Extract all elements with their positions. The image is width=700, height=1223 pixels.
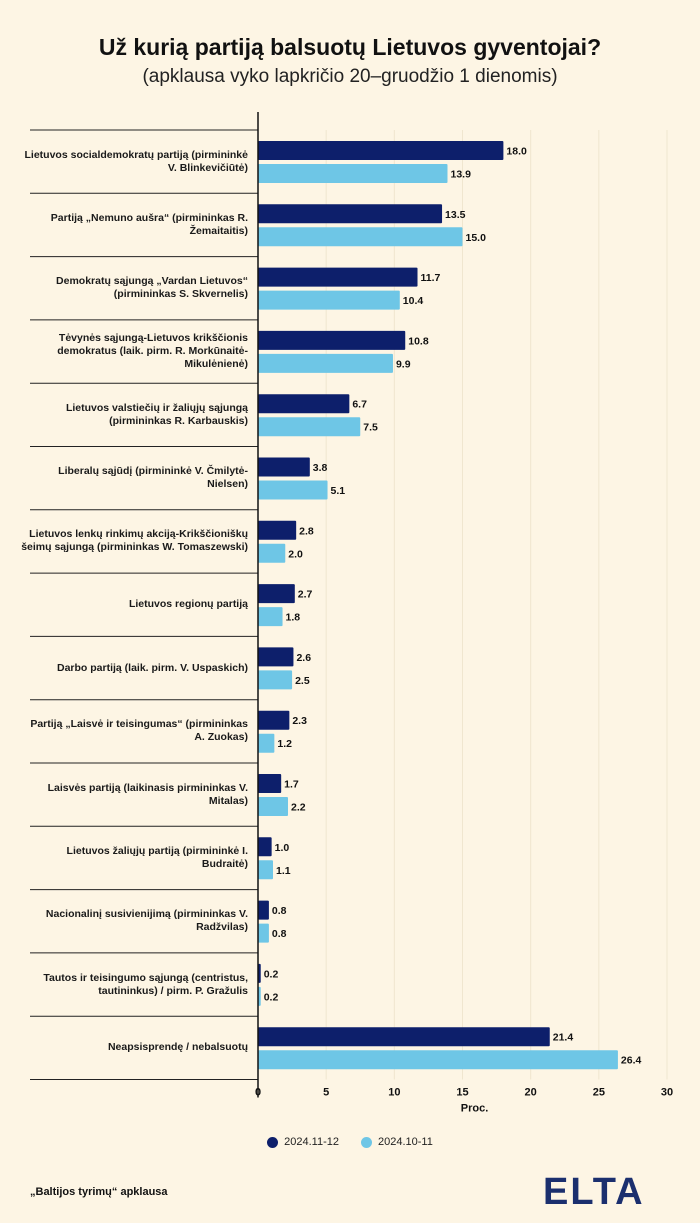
data-label-series-1: 1.7 bbox=[284, 779, 299, 791]
chart-subtitle: (apklausa vyko lapkričio 20–gruodžio 1 d… bbox=[142, 66, 558, 87]
data-label-series-1: 2.6 bbox=[296, 652, 311, 664]
bar-series-1 bbox=[258, 1027, 550, 1047]
legend-item-series-2: 2024.10-11 bbox=[361, 1136, 433, 1148]
data-label-series-2: 13.9 bbox=[451, 169, 472, 181]
category-label: Neapsisprendę / nebalsuotų bbox=[107, 1041, 248, 1054]
elta-logo: ELTA bbox=[543, 1171, 645, 1210]
data-label-series-1: 0.8 bbox=[272, 905, 287, 917]
bar-series-2 bbox=[258, 607, 283, 627]
category-label: Demokratų sąjungą „Vardan Lietuvos“ (pir… bbox=[56, 275, 248, 301]
data-label-series-1: 3.8 bbox=[313, 462, 328, 474]
data-label-series-1: 6.7 bbox=[352, 399, 367, 411]
data-label-series-2: 9.9 bbox=[396, 358, 411, 370]
legend-label-series-2: 2024.10-11 bbox=[378, 1136, 433, 1148]
category-label: Tėvynės sąjungą-Lietuvos krikščionis dem… bbox=[57, 332, 248, 371]
bar-series-1 bbox=[258, 141, 504, 160]
category-label: Lietuvos valstiečių ir žaliųjų sąjungą (… bbox=[65, 401, 248, 427]
bar-series-1 bbox=[258, 837, 272, 857]
bar-series-2 bbox=[258, 797, 288, 816]
bar-series-2 bbox=[258, 733, 275, 753]
chart-title: Už kurią partiją balsuotų Lietuvos gyven… bbox=[98, 34, 602, 60]
data-label-series-2: 2.0 bbox=[288, 548, 303, 560]
bar-series-1 bbox=[258, 584, 295, 604]
data-label-series-2: 2.2 bbox=[291, 802, 306, 814]
legend-swatch-series-2 bbox=[361, 1136, 372, 1148]
data-label-series-1: 11.7 bbox=[421, 272, 441, 284]
category-label: Darbo partiją (laik. pirm. V. Uspaskich) bbox=[56, 661, 248, 674]
x-axis-label: Proc. bbox=[461, 1103, 489, 1115]
data-label-series-1: 10.8 bbox=[408, 335, 429, 347]
x-tick-label: 30 bbox=[661, 1087, 673, 1099]
data-label-series-2: 7.5 bbox=[363, 422, 378, 434]
data-label-series-2: 0.8 bbox=[272, 928, 287, 940]
category-label: Lietuvos lenkų rinkimų akciją-Krikščioni… bbox=[21, 528, 248, 554]
bar-series-2 bbox=[258, 417, 361, 437]
data-label-series-1: 1.0 bbox=[275, 842, 290, 854]
bar-series-2 bbox=[258, 1050, 618, 1070]
category-label: Laisvės partiją (laikinasis pirmininkas … bbox=[47, 781, 248, 807]
bar-series-2 bbox=[258, 227, 463, 247]
data-label-series-1: 0.2 bbox=[264, 968, 279, 980]
bar-series-1 bbox=[258, 774, 282, 793]
data-label-series-1: 2.3 bbox=[292, 715, 307, 727]
data-label-series-2: 1.1 bbox=[276, 865, 291, 877]
category-label: Lietuvos socialdemokratų partiją (pirmin… bbox=[24, 148, 248, 174]
category-label: Lietuvos žaliųjų partiją (pirmininkė I. … bbox=[66, 844, 248, 870]
legend-swatch-series-1 bbox=[267, 1136, 279, 1148]
bar-series-2 bbox=[258, 670, 293, 690]
bar-series-1 bbox=[258, 267, 418, 287]
bar-series-1 bbox=[258, 204, 443, 224]
bar-series-1 bbox=[258, 900, 269, 920]
x-tick-label: 25 bbox=[593, 1087, 605, 1099]
data-label-series-2: 15.0 bbox=[466, 232, 487, 244]
data-label-series-1: 18.0 bbox=[506, 146, 527, 158]
bar-series-1 bbox=[258, 394, 350, 414]
category-label: Nacionalinį susivienijimą (pirmininkas V… bbox=[45, 908, 248, 934]
data-label-series-2: 26.4 bbox=[621, 1055, 642, 1067]
x-tick-label: 15 bbox=[456, 1087, 468, 1099]
data-label-series-1: 21.4 bbox=[553, 1032, 574, 1044]
legend-item-series-1: 2024.11-12 bbox=[267, 1136, 339, 1148]
data-label-series-1: 2.7 bbox=[298, 589, 313, 601]
bar-series-2 bbox=[258, 164, 448, 183]
bar-series-2 bbox=[258, 353, 393, 373]
bar-series-1 bbox=[258, 647, 294, 667]
data-label-series-1: 2.8 bbox=[299, 525, 314, 537]
data-label-series-2: 5.1 bbox=[331, 485, 346, 497]
bar-series-1 bbox=[258, 457, 310, 477]
bar-series-1 bbox=[258, 330, 406, 350]
source-note: „Baltijos tyrimų“ apklausa bbox=[30, 1186, 168, 1198]
category-label: Partiją „Nemuno aušra“ (pirmininkas R. Ž… bbox=[50, 211, 248, 237]
bar-series-1 bbox=[258, 710, 290, 730]
x-tick-label: 20 bbox=[525, 1087, 537, 1099]
category-label: Lietuvos regionų partiją bbox=[128, 598, 248, 611]
bar-series-2 bbox=[258, 543, 286, 563]
legend-label-series-1: 2024.11-12 bbox=[284, 1136, 339, 1148]
data-label-series-2: 10.4 bbox=[403, 295, 424, 307]
data-label-series-2: 2.5 bbox=[295, 675, 310, 687]
category-label: Tautos ir teisingumo sąjungą (centristus… bbox=[43, 971, 248, 997]
data-label-series-2: 1.2 bbox=[277, 738, 292, 750]
bar-series-2 bbox=[258, 480, 328, 500]
logo-text: ELTA bbox=[543, 1171, 645, 1210]
x-tick-label: 5 bbox=[323, 1087, 329, 1099]
bar-series-2 bbox=[258, 860, 273, 880]
data-label-series-2: 1.8 bbox=[286, 612, 301, 624]
bar-series-2 bbox=[258, 290, 400, 310]
data-label-series-2: 0.2 bbox=[264, 991, 279, 1003]
chart-legend: 2024.11-12 2024.10-11 bbox=[0, 1136, 700, 1148]
category-label: Liberalų sąjūdį (pirmininkė V. Čmilytė-N… bbox=[58, 465, 248, 491]
bar-series-1 bbox=[258, 520, 297, 540]
x-tick-label: 10 bbox=[388, 1087, 400, 1099]
bar-series-2 bbox=[258, 923, 269, 943]
data-label-series-1: 13.5 bbox=[445, 209, 466, 221]
category-label: Partiją „Laisvė ir teisingumas“ (pirmini… bbox=[30, 718, 248, 744]
